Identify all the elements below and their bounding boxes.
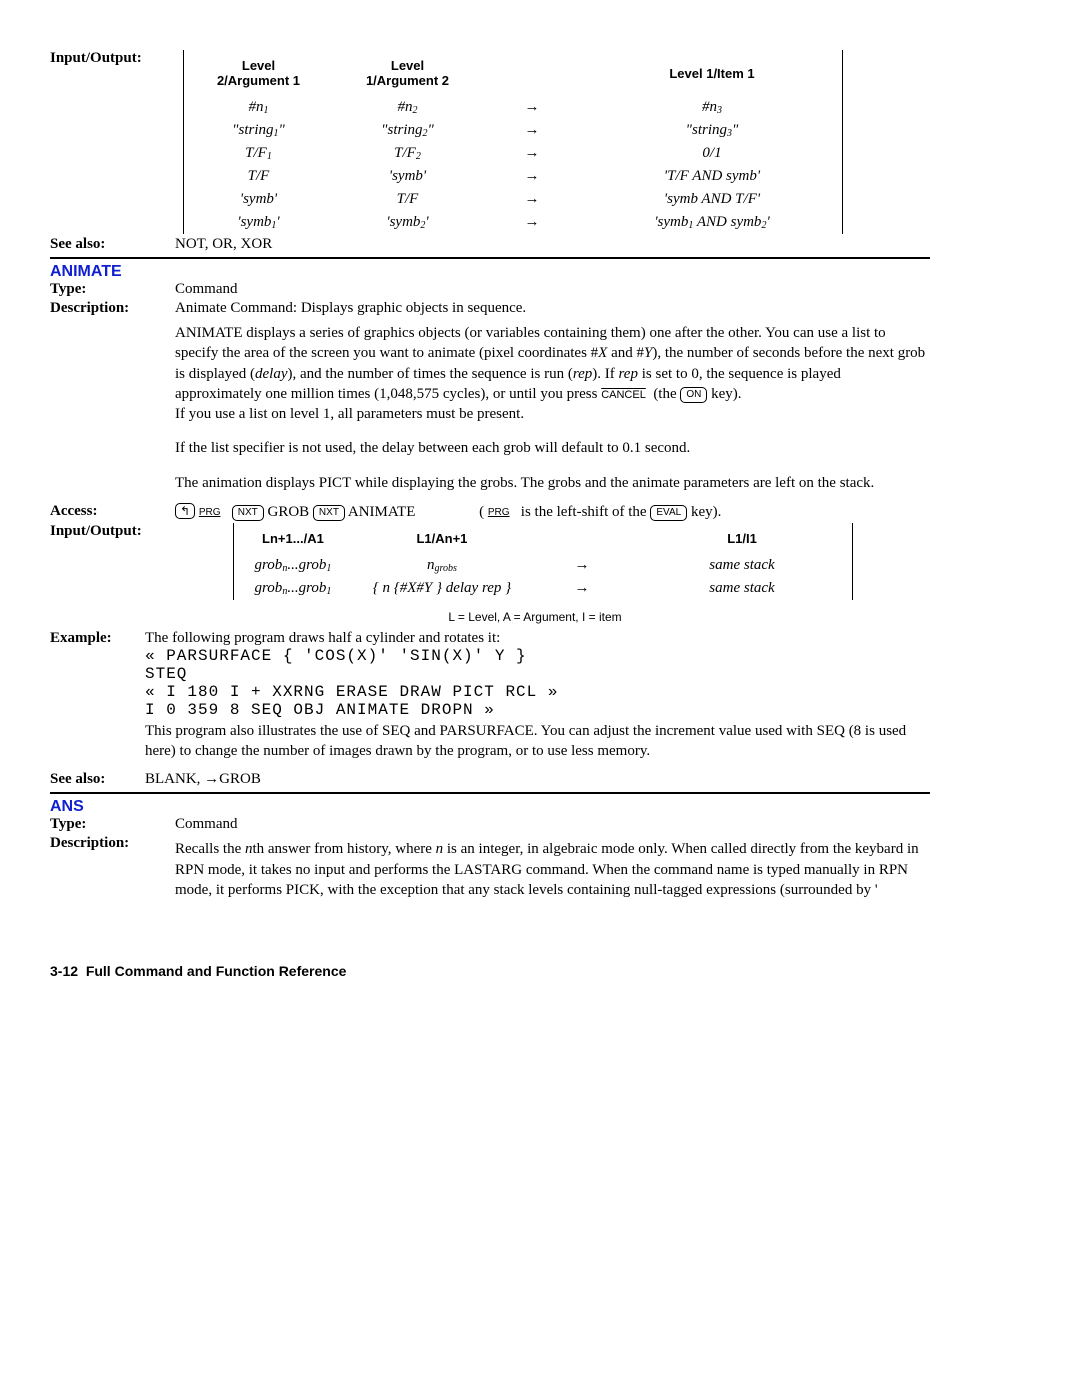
- command-name-animate: ANIMATE: [50, 263, 930, 281]
- and-io-table-wrap: Level 2/Argument 1 Level 1/Argument 2 Le…: [175, 50, 930, 234]
- command-name-ans: ANS: [50, 798, 930, 816]
- io-label: Input/Output:: [50, 50, 175, 67]
- cancel-key: CANCEL: [601, 389, 646, 401]
- example-intro: The following program draws half a cylin…: [145, 630, 930, 647]
- on-key: ON: [680, 387, 707, 403]
- table-caption: L = Level, A = Argument, I = item: [225, 610, 845, 624]
- prg-key: PRG: [199, 507, 221, 518]
- ans-desc: Recalls the nth answer from history, whe…: [175, 839, 930, 900]
- prg-key: PRG: [488, 507, 510, 518]
- code-line: STEQ: [145, 665, 930, 683]
- type-label: Type:: [50, 281, 175, 298]
- animate-io-table: Ln+1.../A1 L1/An+1 L1/I1 grobn...grob1ng…: [233, 523, 853, 600]
- seealso: BLANK, →GROB: [145, 771, 930, 788]
- io-label: Input/Output:: [50, 523, 175, 540]
- seealso: NOT, OR, XOR: [175, 236, 930, 253]
- nxt-key: NXT: [313, 505, 345, 521]
- code-line: « PARSURFACE { 'COS(X)' 'SIN(X)' Y }: [145, 647, 930, 665]
- and-io-table: Level 2/Argument 1 Level 1/Argument 2 Le…: [183, 50, 843, 234]
- type-value: Command: [175, 281, 930, 298]
- th: Ln+1.../A1: [234, 523, 352, 554]
- th: Level 2/Argument 1: [184, 50, 334, 96]
- desc-label: Description:: [50, 835, 175, 852]
- footer-title: Full Command and Function Reference: [86, 963, 347, 979]
- nxt-key: NXT: [232, 505, 264, 521]
- code-line: « I 180 I + XXRNG ERASE DRAW PICT RCL »: [145, 683, 930, 701]
- th: L1/An+1: [352, 523, 532, 554]
- access-value: ↰ PRG NXT GROB NXT ANIMATE ( PRG is the …: [175, 503, 930, 521]
- type-label: Type:: [50, 816, 175, 833]
- desc-label: Description:: [50, 300, 175, 317]
- desc-para3: The animation displays PICT while displa…: [175, 473, 930, 493]
- code-line: I 0 359 8 SEQ OBJ ANIMATE DROPN »: [145, 701, 930, 719]
- desc-para2: If the list specifier is not used, the d…: [175, 438, 930, 458]
- desc-line1: Animate Command: Displays graphic object…: [175, 300, 930, 317]
- th: Level 1/Argument 2: [333, 50, 482, 96]
- access-label: Access:: [50, 503, 175, 520]
- seealso-label: See also:: [50, 236, 175, 253]
- page-number: 3-12: [50, 963, 78, 979]
- page-footer: 3-12 Full Command and Function Reference: [50, 963, 930, 979]
- leftshift-key: ↰: [175, 503, 195, 519]
- eval-key: EVAL: [650, 505, 687, 521]
- th: L1/I1: [632, 523, 853, 554]
- type-value: Command: [175, 816, 930, 833]
- example-outro: This program also illustrates the use of…: [145, 721, 930, 762]
- th: Level 1/Item 1: [582, 50, 843, 96]
- desc-para1: ANIMATE displays a series of graphics ob…: [175, 323, 930, 424]
